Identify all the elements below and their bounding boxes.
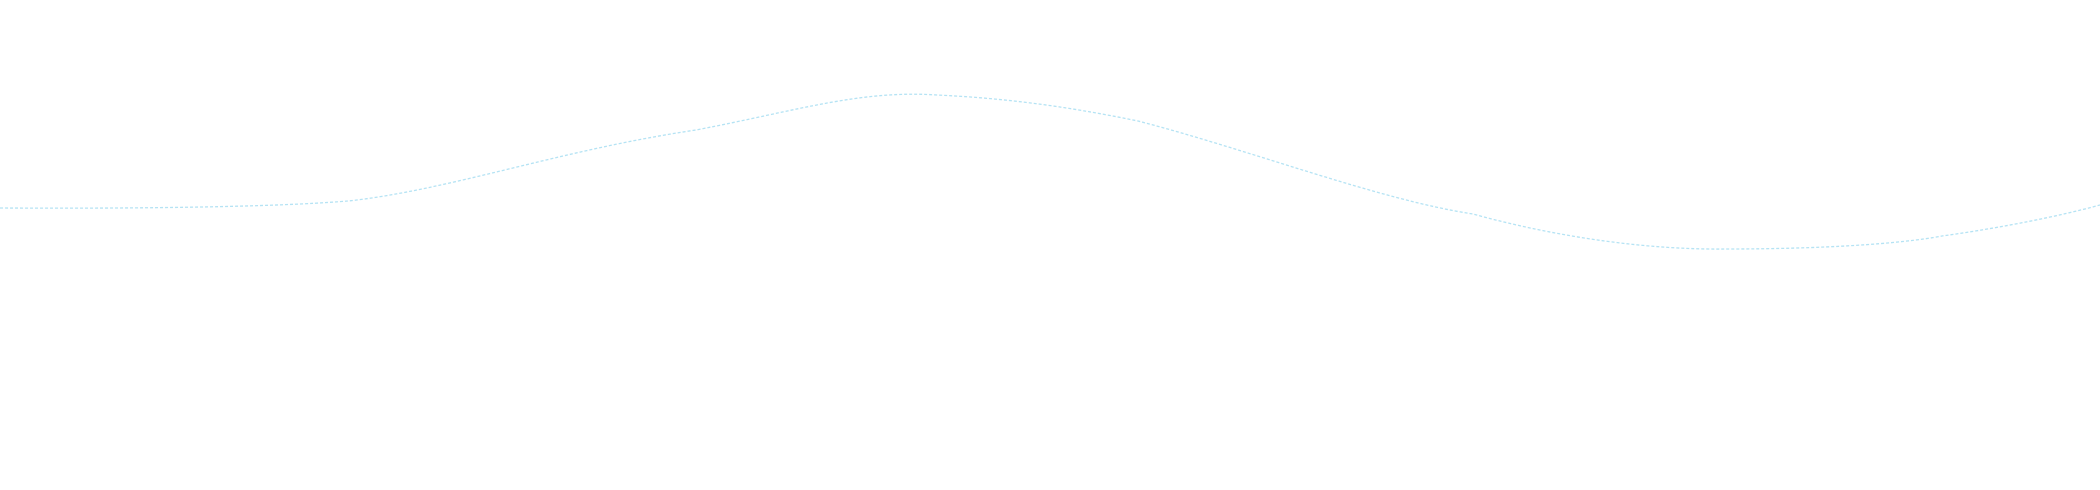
decorative-wave xyxy=(0,93,2100,250)
